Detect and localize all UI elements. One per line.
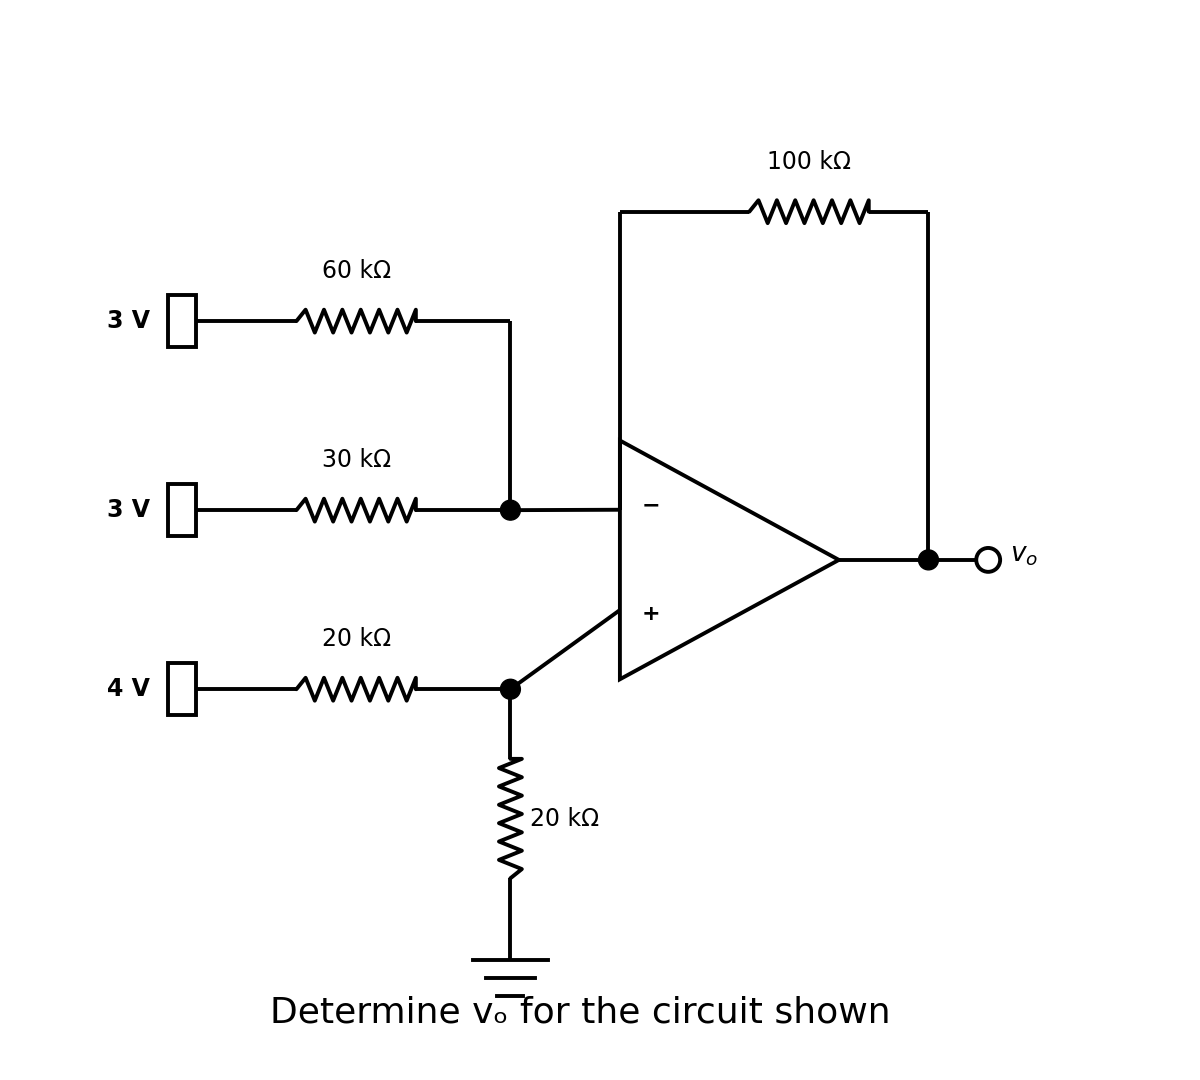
Circle shape: [977, 548, 1000, 571]
Text: 3 V: 3 V: [107, 309, 150, 333]
Text: Determine vₒ for the circuit shown: Determine vₒ for the circuit shown: [270, 996, 890, 1029]
Circle shape: [918, 550, 938, 570]
Circle shape: [500, 500, 521, 521]
Text: $v_o$: $v_o$: [1010, 542, 1038, 568]
Text: 100 kΩ: 100 kΩ: [767, 150, 851, 174]
Bar: [168, 295, 196, 347]
Text: 60 kΩ: 60 kΩ: [322, 259, 391, 283]
Text: 20 kΩ: 20 kΩ: [322, 627, 391, 651]
Text: −: −: [642, 496, 660, 516]
Bar: [168, 484, 196, 536]
Circle shape: [500, 679, 521, 699]
Text: +: +: [642, 604, 660, 624]
Text: 30 kΩ: 30 kΩ: [322, 448, 391, 472]
Text: 3 V: 3 V: [107, 498, 150, 522]
Bar: [168, 663, 196, 715]
Text: 4 V: 4 V: [107, 677, 150, 701]
Text: 20 kΩ: 20 kΩ: [530, 807, 600, 831]
